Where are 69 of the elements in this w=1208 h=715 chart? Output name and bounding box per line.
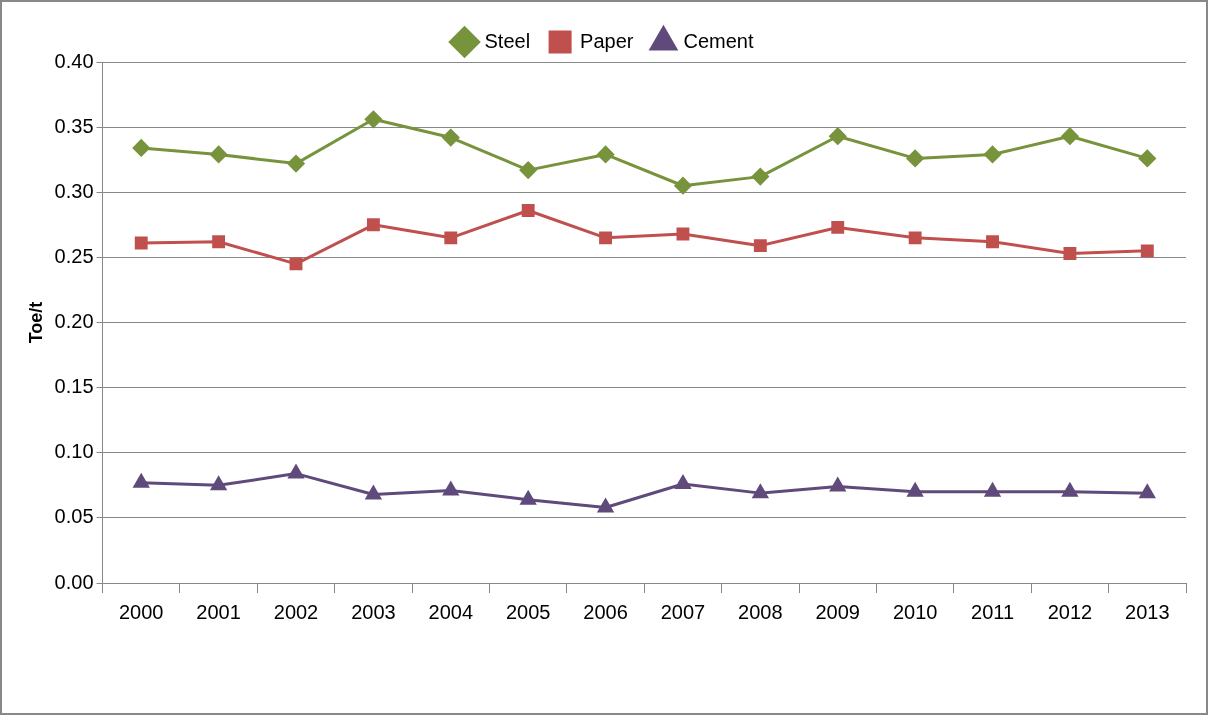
- point: [830, 478, 846, 492]
- x-tick-label: 2013: [1125, 600, 1170, 623]
- point: [675, 475, 691, 490]
- point: [366, 218, 380, 232]
- point: [520, 491, 536, 505]
- y-tick-label: 0.00: [54, 570, 94, 593]
- legend-label: Cement: [683, 29, 754, 52]
- point: [444, 231, 458, 245]
- point: [365, 485, 381, 500]
- point: [829, 127, 847, 145]
- x-tick-label: 2009: [815, 600, 860, 623]
- point: [1139, 484, 1155, 499]
- point: [599, 231, 613, 245]
- point: [442, 129, 460, 147]
- point: [288, 465, 304, 479]
- point: [212, 235, 226, 249]
- x-tick-label: 2008: [738, 600, 783, 623]
- y-tick-label: 0.25: [54, 244, 94, 267]
- point: [519, 161, 537, 179]
- legend-label: Steel: [484, 29, 531, 52]
- point: [597, 145, 615, 163]
- x-tick-label: 2005: [505, 600, 551, 623]
- x-tick-label: 2007: [660, 600, 706, 623]
- point: [210, 145, 228, 163]
- y-axis-title: Toe/t: [25, 301, 46, 344]
- y-tick-label: 0.20: [54, 310, 94, 333]
- point: [676, 227, 690, 241]
- point: [132, 139, 150, 157]
- y-tick-label: 0.35: [54, 114, 94, 137]
- point: [984, 145, 1002, 163]
- point: [1140, 244, 1154, 258]
- point: [443, 482, 459, 496]
- y-tick-label: 0.10: [54, 440, 94, 463]
- point: [831, 220, 845, 234]
- point: [287, 155, 305, 173]
- point: [1062, 483, 1078, 497]
- point: [521, 204, 535, 217]
- x-tick-label: 2000: [118, 600, 164, 623]
- point: [598, 498, 614, 513]
- point: [753, 239, 767, 253]
- point: [289, 257, 303, 271]
- point: [134, 236, 148, 250]
- y-tick-label: 0.05: [54, 505, 94, 528]
- y-tick-label: 0.40: [54, 49, 94, 72]
- point: [752, 484, 768, 499]
- point: [986, 235, 999, 249]
- x-tick-label: 2002: [273, 600, 319, 623]
- point: [751, 168, 769, 186]
- x-tick-label: 2010: [892, 600, 938, 623]
- point: [211, 476, 227, 491]
- y-tick-label: 0.30: [54, 179, 94, 202]
- x-tick-label: 2011: [971, 600, 1015, 623]
- point: [906, 149, 924, 167]
- point: [364, 110, 382, 128]
- y-tick-label: 0.15: [54, 375, 94, 398]
- point: [984, 483, 1001, 497]
- x-tick-label: 2001: [196, 600, 241, 623]
- point: [674, 177, 692, 195]
- point: [1138, 149, 1156, 167]
- x-tick-label: 2012: [1047, 600, 1093, 623]
- x-tick-label: 2006: [583, 600, 628, 623]
- x-tick-label: 2004: [428, 600, 474, 623]
- point: [907, 483, 923, 497]
- point: [908, 231, 922, 245]
- point: [1061, 127, 1079, 145]
- point: [1063, 247, 1077, 260]
- legend-label: Paper: [580, 29, 634, 52]
- x-tick-label: 2003: [351, 600, 396, 623]
- point: [133, 474, 149, 488]
